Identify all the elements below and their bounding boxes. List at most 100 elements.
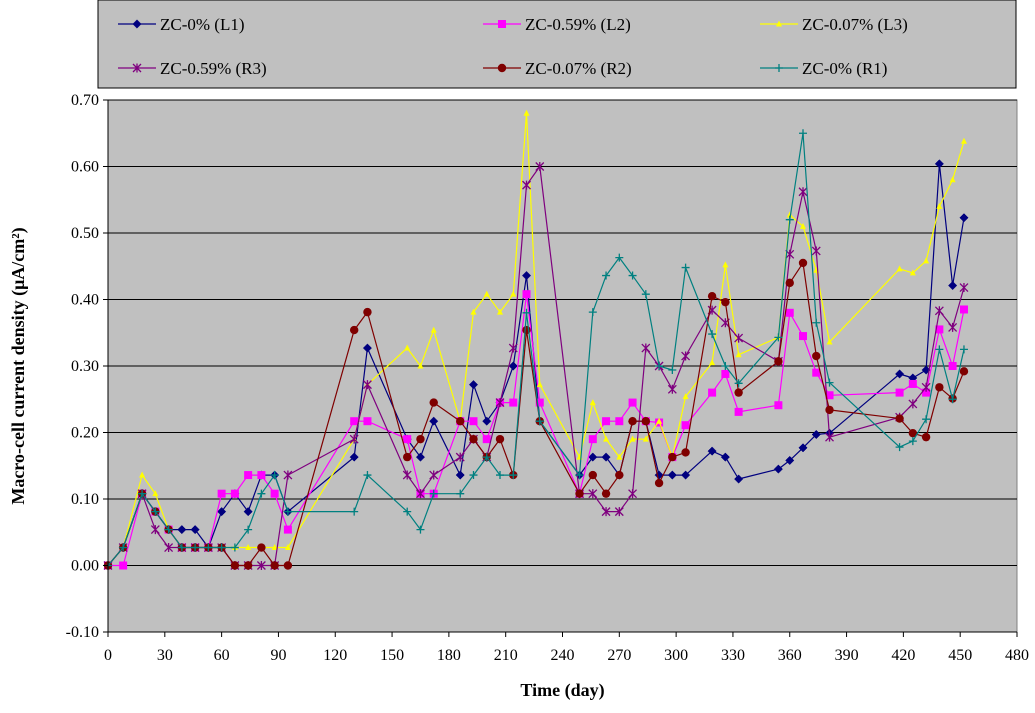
data-point bbox=[244, 525, 253, 534]
x-tick-label: 180 bbox=[437, 647, 461, 664]
data-point bbox=[811, 429, 821, 440]
data-point bbox=[825, 378, 834, 387]
x-tick-label: 240 bbox=[551, 647, 575, 664]
data-point bbox=[270, 471, 279, 480]
data-point bbox=[959, 367, 969, 376]
data-point bbox=[628, 416, 637, 426]
data-point bbox=[271, 544, 278, 551]
data-point bbox=[456, 489, 465, 498]
data-point bbox=[362, 343, 372, 353]
data-point bbox=[416, 525, 425, 534]
data-point bbox=[681, 448, 690, 457]
data-point bbox=[535, 162, 545, 171]
data-point bbox=[641, 290, 650, 299]
data-point bbox=[496, 471, 505, 480]
data-point bbox=[151, 507, 160, 516]
data-point bbox=[243, 507, 253, 517]
data-point bbox=[588, 470, 597, 480]
data-point bbox=[785, 215, 794, 224]
data-point bbox=[429, 470, 439, 480]
data-point bbox=[535, 417, 544, 426]
data-point bbox=[799, 332, 808, 341]
data-point bbox=[908, 379, 917, 388]
data-point bbox=[497, 308, 504, 315]
data-point bbox=[469, 417, 478, 426]
data-point bbox=[707, 291, 717, 301]
data-point bbox=[363, 307, 372, 317]
x-tick-label: 0 bbox=[104, 647, 112, 664]
legend-label: ZC-0.07% (R2) bbox=[525, 59, 632, 78]
data-point bbox=[508, 343, 518, 353]
data-point bbox=[403, 435, 412, 444]
data-point bbox=[589, 399, 596, 406]
data-point bbox=[708, 388, 717, 397]
y-tick-label: -0.10 bbox=[66, 624, 99, 641]
data-point bbox=[470, 308, 477, 315]
data-point bbox=[575, 471, 584, 480]
legend-marker bbox=[497, 63, 507, 73]
data-point bbox=[922, 415, 931, 424]
data-point bbox=[257, 489, 266, 498]
data-point bbox=[191, 543, 200, 552]
data-point bbox=[668, 365, 677, 374]
data-point bbox=[230, 543, 239, 552]
legend-label: ZC-0.07% (L3) bbox=[802, 15, 908, 34]
legend-item: ZC-0% (L1) bbox=[118, 15, 245, 34]
data-point bbox=[720, 452, 730, 462]
x-tick-label: 60 bbox=[214, 647, 230, 664]
data-point bbox=[468, 380, 479, 390]
data-point bbox=[244, 471, 253, 480]
legend-marker bbox=[132, 63, 142, 73]
data-point bbox=[709, 359, 716, 366]
data-point bbox=[138, 489, 147, 498]
data-point bbox=[935, 325, 944, 334]
data-point bbox=[243, 561, 253, 570]
data-point bbox=[283, 507, 292, 516]
data-point bbox=[681, 470, 691, 480]
data-point bbox=[495, 434, 505, 444]
data-point bbox=[655, 362, 664, 370]
data-point bbox=[935, 383, 944, 392]
data-point bbox=[721, 369, 730, 378]
data-point bbox=[245, 544, 252, 551]
data-point bbox=[455, 452, 465, 462]
data-point bbox=[949, 176, 956, 183]
data-point bbox=[812, 318, 821, 327]
data-point bbox=[708, 330, 717, 339]
data-point bbox=[734, 379, 743, 388]
data-point bbox=[959, 213, 969, 223]
y-tick-label: 0.20 bbox=[71, 425, 99, 442]
legend-item: ZC-0.59% (R3) bbox=[118, 59, 267, 78]
data-point bbox=[935, 345, 944, 354]
data-point bbox=[734, 388, 743, 397]
data-point bbox=[349, 434, 359, 444]
data-point bbox=[150, 525, 160, 535]
x-tick-label: 360 bbox=[778, 647, 802, 664]
x-axis-title: Time (day) bbox=[520, 680, 604, 701]
data-point bbox=[602, 417, 611, 426]
plot-area bbox=[107, 99, 1018, 633]
data-point bbox=[164, 543, 174, 553]
data-point bbox=[614, 507, 624, 517]
data-point bbox=[283, 470, 293, 480]
data-point bbox=[615, 417, 624, 426]
data-point bbox=[152, 490, 159, 497]
data-point bbox=[349, 325, 359, 335]
data-point bbox=[667, 470, 677, 480]
axes: -0.10 0.00 0.10 0.20 0.30 0.40 0.50 0.60 0.70 0 30… bbox=[8, 92, 1029, 701]
x-tick-label: 300 bbox=[664, 647, 688, 664]
data-point bbox=[483, 290, 490, 297]
data-point bbox=[628, 398, 637, 407]
legend-label: ZC-0% (R1) bbox=[802, 59, 887, 78]
data-point bbox=[735, 351, 742, 358]
data-point bbox=[230, 489, 239, 498]
data-point bbox=[825, 405, 834, 415]
data-point bbox=[217, 543, 226, 552]
legend-label: ZC-0% (L1) bbox=[160, 15, 245, 34]
data-point bbox=[522, 180, 531, 190]
data-point bbox=[948, 395, 957, 404]
data-point bbox=[798, 187, 808, 197]
data-point bbox=[798, 258, 808, 268]
x-tick-label: 480 bbox=[1005, 647, 1029, 664]
data-point bbox=[800, 222, 807, 229]
